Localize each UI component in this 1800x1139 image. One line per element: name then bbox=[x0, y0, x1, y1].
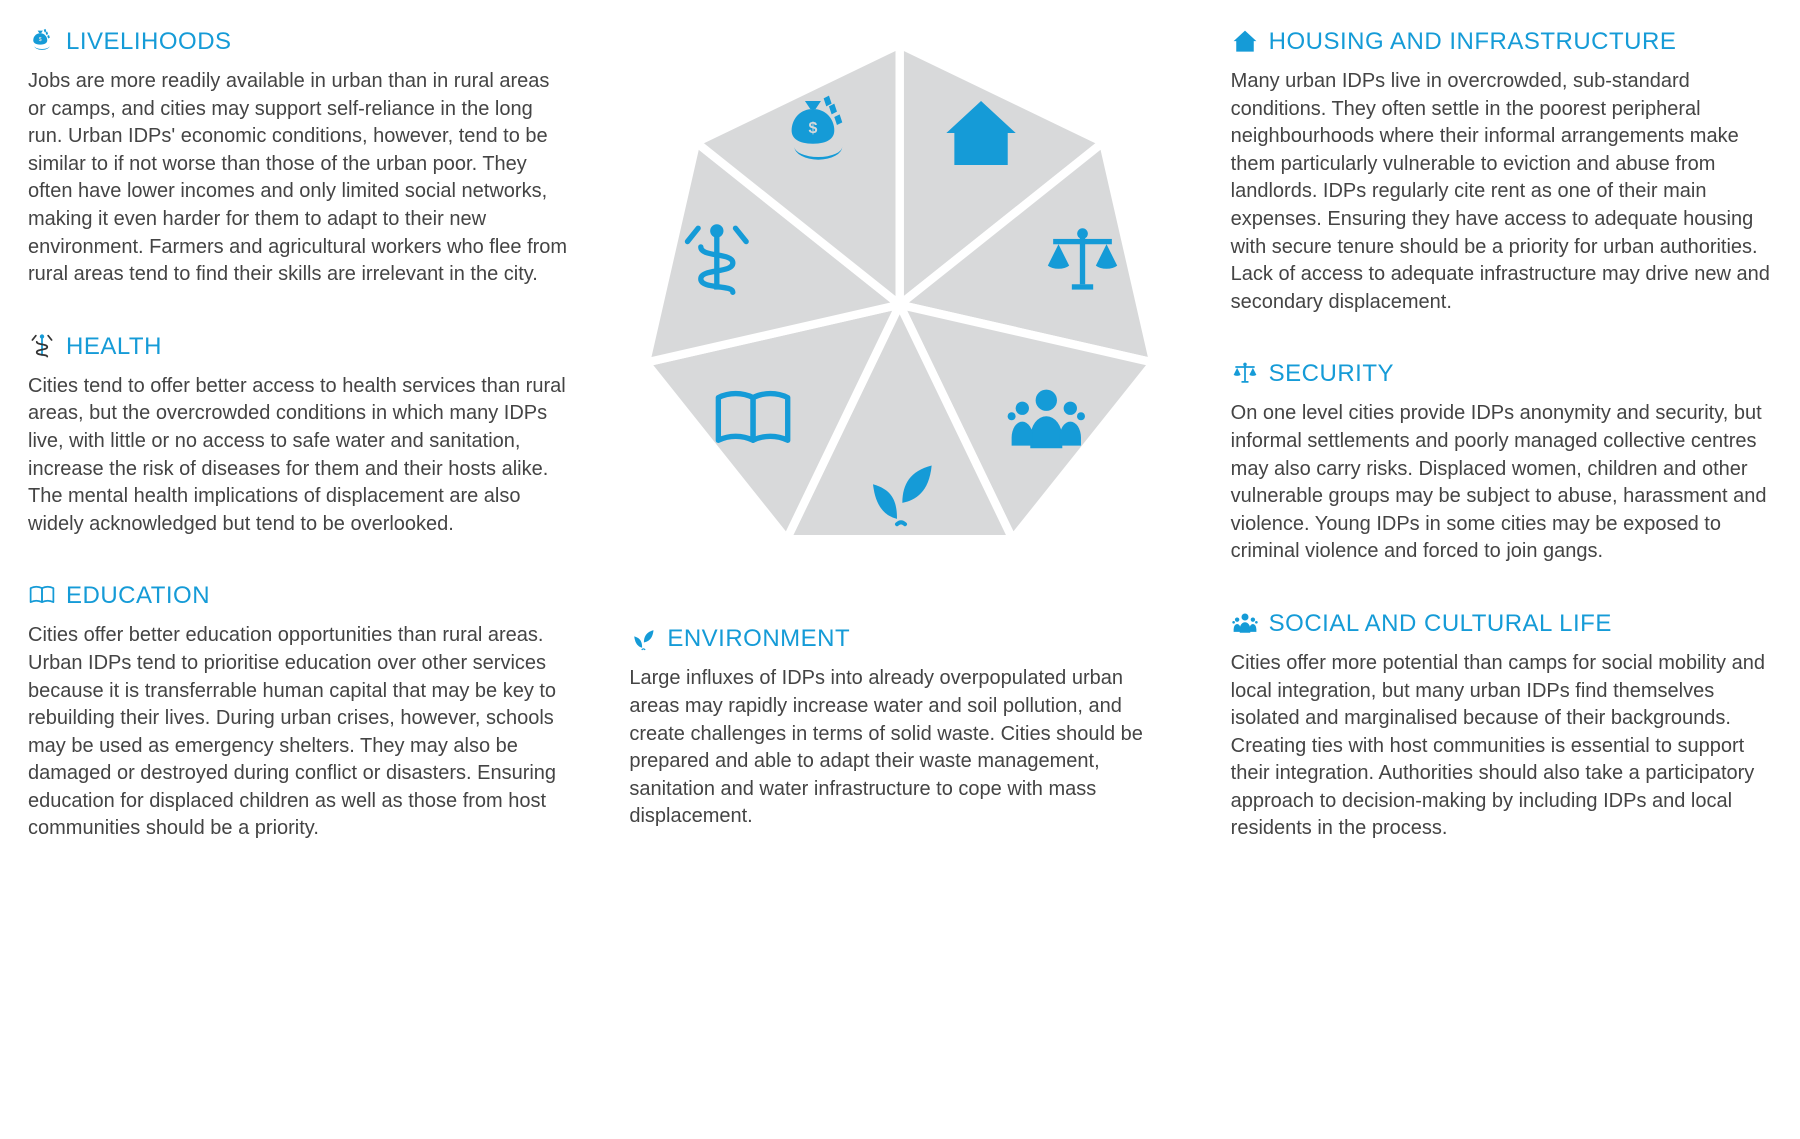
section-housing: HOUSING AND INFRASTRUCTURE Many urban ID… bbox=[1231, 28, 1772, 316]
section-security: SECURITY On one level cities provide IDP… bbox=[1231, 360, 1772, 566]
section-title: HOUSING AND INFRASTRUCTURE bbox=[1269, 28, 1677, 56]
section-education: EDUCATION Cities offer better education … bbox=[28, 582, 569, 843]
sector-wheel bbox=[629, 34, 1170, 575]
section-health: HEALTH Cities tend to offer better acces… bbox=[28, 333, 569, 539]
security-icon bbox=[1231, 360, 1259, 388]
education-icon bbox=[28, 582, 56, 610]
section-body: Large influxes of IDPs into already over… bbox=[629, 665, 1170, 831]
section-title: HEALTH bbox=[66, 333, 162, 361]
infographic-grid: LIVELIHOODS Jobs are more readily availa… bbox=[28, 28, 1772, 887]
section-title: SECURITY bbox=[1269, 360, 1394, 388]
livelihoods-icon bbox=[28, 28, 56, 56]
section-livelihoods: LIVELIHOODS Jobs are more readily availa… bbox=[28, 28, 569, 289]
section-title-row: LIVELIHOODS bbox=[28, 28, 569, 56]
section-title-row: HEALTH bbox=[28, 333, 569, 361]
left-column: LIVELIHOODS Jobs are more readily availa… bbox=[28, 28, 569, 887]
section-body: Cities tend to offer better access to he… bbox=[28, 373, 569, 539]
section-body: Cities offer more potential than camps f… bbox=[1231, 650, 1772, 843]
section-title-row: HOUSING AND INFRASTRUCTURE bbox=[1231, 28, 1772, 56]
section-body: On one level cities provide IDPs anonymi… bbox=[1231, 400, 1772, 566]
section-title-row: SOCIAL AND CULTURAL LIFE bbox=[1231, 610, 1772, 638]
section-body: Cities offer better education opportunit… bbox=[28, 622, 569, 843]
section-body: Many urban IDPs live in overcrowded, sub… bbox=[1231, 68, 1772, 316]
section-environment: ENVIRONMENT Large influxes of IDPs into … bbox=[629, 625, 1170, 831]
environment-icon bbox=[629, 625, 657, 653]
section-title: LIVELIHOODS bbox=[66, 28, 232, 56]
health-icon bbox=[28, 333, 56, 361]
social-icon bbox=[1231, 610, 1259, 638]
section-social: SOCIAL AND CULTURAL LIFE Cities offer mo… bbox=[1231, 610, 1772, 843]
section-title-row: ENVIRONMENT bbox=[629, 625, 1170, 653]
right-column: HOUSING AND INFRASTRUCTURE Many urban ID… bbox=[1231, 28, 1772, 887]
section-title-row: EDUCATION bbox=[28, 582, 569, 610]
section-body: Jobs are more readily available in urban… bbox=[28, 68, 569, 289]
middle-column: ENVIRONMENT Large influxes of IDPs into … bbox=[629, 28, 1170, 887]
section-title: SOCIAL AND CULTURAL LIFE bbox=[1269, 610, 1612, 638]
section-title-row: SECURITY bbox=[1231, 360, 1772, 388]
housing-icon bbox=[1231, 28, 1259, 56]
section-title: ENVIRONMENT bbox=[667, 625, 850, 653]
section-title: EDUCATION bbox=[66, 582, 210, 610]
